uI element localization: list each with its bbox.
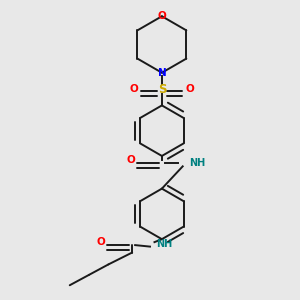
- Text: N: N: [158, 68, 166, 78]
- Text: O: O: [185, 84, 194, 94]
- Text: NH: NH: [156, 238, 172, 249]
- Text: S: S: [158, 82, 166, 96]
- Text: NH: NH: [189, 158, 205, 168]
- Text: O: O: [158, 11, 166, 21]
- Text: O: O: [126, 155, 135, 165]
- Text: O: O: [130, 84, 139, 94]
- Text: O: O: [97, 237, 105, 247]
